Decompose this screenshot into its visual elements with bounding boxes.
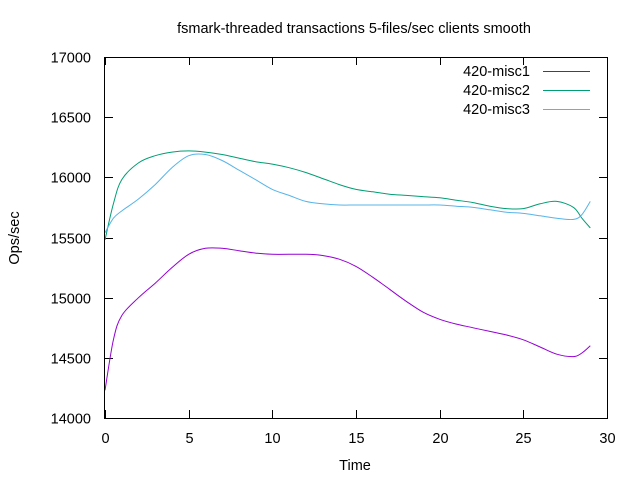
x-tick-label: 15 — [348, 431, 364, 447]
series-line-1 — [104, 247, 591, 391]
y-tick-label: 14000 — [51, 412, 91, 428]
x-axis-label: Time — [339, 458, 371, 474]
series-line-2 — [104, 150, 591, 241]
y-tick-label: 15000 — [51, 292, 91, 308]
legend-label: 420-misc3 — [463, 102, 530, 118]
series-line-3 — [104, 153, 591, 233]
x-tick-label: 25 — [515, 431, 531, 447]
x-tick-label: 5 — [185, 431, 193, 447]
y-tick-label: 16000 — [51, 171, 91, 187]
y-tick-label: 15500 — [51, 232, 91, 248]
legend: 420-misc1 420-misc2 420-misc3 — [463, 64, 590, 118]
plot-series — [104, 150, 591, 391]
legend-label: 420-misc1 — [463, 64, 530, 80]
x-tick-label: 10 — [264, 431, 280, 447]
plot-frame — [104, 57, 608, 419]
x-tick-label: 20 — [432, 431, 448, 447]
x-axis-ticks: 0 5 10 15 20 25 30 — [101, 57, 616, 447]
y-tick-label: 14500 — [51, 352, 91, 368]
y-tick-label: 16500 — [51, 111, 91, 127]
x-tick-label: 30 — [599, 431, 615, 447]
x-tick-label: 0 — [101, 431, 109, 447]
y-tick-label: 17000 — [51, 51, 91, 67]
chart-title: fsmark-threaded transactions 5-files/sec… — [177, 21, 531, 37]
y-axis-label: Ops/sec — [7, 211, 23, 264]
legend-label: 420-misc2 — [463, 83, 530, 99]
